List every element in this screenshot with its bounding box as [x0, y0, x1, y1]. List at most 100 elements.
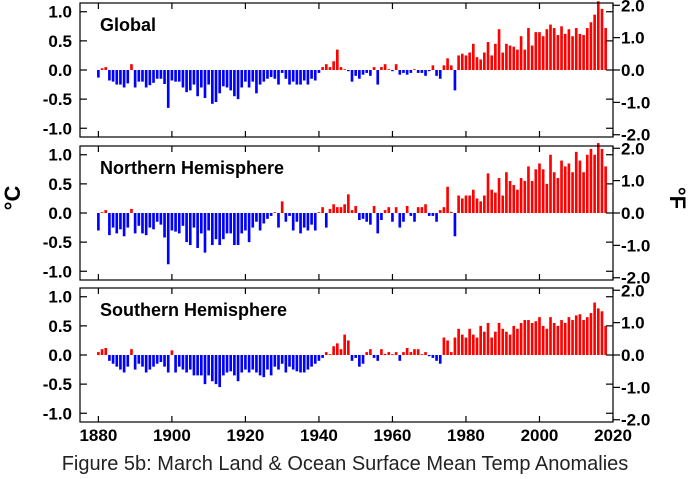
bar-1973	[438, 355, 442, 364]
bar-1979	[460, 53, 464, 70]
bar-1987	[490, 337, 494, 355]
bar-1913	[218, 213, 222, 246]
bar-1890	[133, 213, 137, 234]
bar-1884	[111, 355, 115, 364]
bar-1959	[387, 207, 391, 213]
bar-1883	[108, 213, 111, 236]
bar-1937	[306, 355, 310, 370]
bar-1927	[269, 70, 273, 77]
bar-1933	[291, 213, 295, 231]
bar-1906	[192, 213, 196, 228]
bar-2017	[600, 311, 604, 355]
bar-2000	[538, 163, 541, 213]
bar-1890	[133, 355, 137, 370]
bar-1978	[457, 328, 460, 355]
bar-1960	[391, 70, 394, 72]
bar-1912	[214, 355, 218, 385]
bar-2018	[604, 28, 607, 70]
bar-1971	[431, 355, 435, 358]
bar-2018	[604, 325, 607, 355]
bar-2010	[574, 315, 578, 355]
left-tick-label: 1.0	[48, 146, 72, 165]
bar-1945	[335, 207, 339, 213]
right-tick-label: 0.0	[621, 61, 645, 80]
bar-1993	[512, 325, 516, 355]
bar-1930	[280, 201, 284, 213]
y-axis-label-celsius: °C	[0, 186, 25, 211]
right-tick-label: 2.0	[621, 281, 645, 300]
bar-1947	[343, 204, 346, 213]
bar-1975	[446, 186, 449, 213]
bar-1913	[218, 355, 222, 388]
bar-1930	[280, 70, 284, 73]
bar-1968	[420, 70, 424, 73]
bar-2010	[574, 151, 578, 213]
bar-1927	[269, 355, 273, 376]
bar-1945	[335, 343, 339, 355]
bar-1961	[394, 207, 398, 213]
right-tick-label: 1.0	[621, 314, 645, 333]
bar-1924	[258, 213, 262, 231]
bar-1983	[475, 57, 479, 70]
bar-1888	[126, 355, 130, 367]
bar-1917	[233, 355, 236, 376]
bar-1958	[383, 64, 387, 70]
bar-1893	[144, 355, 148, 373]
bar-1997	[527, 166, 530, 213]
bar-1965	[409, 70, 413, 73]
bar-1951	[358, 213, 361, 220]
bar-1991	[505, 172, 508, 213]
bar-1899	[166, 355, 170, 373]
panel-title: Global	[100, 15, 156, 35]
panel-title: Southern Hemisphere	[100, 300, 287, 320]
bar-1958	[383, 353, 387, 355]
bar-1983	[475, 337, 479, 355]
bar-1911	[211, 355, 214, 382]
bar-1986	[486, 173, 490, 213]
bar-1923	[255, 213, 258, 222]
bar-2017	[600, 8, 604, 70]
panels: 1.0 0.5 0.0 -0.5 -1.0 2.0 1.0 0.0 -1.0 -2.0 Global…	[43, 0, 651, 430]
bar-1942	[324, 352, 328, 355]
bar-1997	[527, 28, 530, 70]
bar-1941	[321, 67, 324, 70]
bar-1962	[398, 355, 402, 361]
bar-1968	[420, 207, 424, 213]
bar-1985	[483, 52, 486, 70]
bar-1987	[490, 189, 494, 213]
bar-1947	[343, 69, 346, 70]
bar-1962	[398, 213, 402, 228]
panel-2: 1.0 0.5 0.0 -0.5 -1.0 2.0 1.0 0.0 -1.0 -2.0 Southe…	[43, 281, 651, 429]
bar-1966	[413, 349, 416, 355]
left-tick-label: 0.0	[48, 346, 72, 365]
bar-1925	[262, 355, 266, 378]
bar-1934	[295, 355, 299, 372]
bar-1910	[207, 213, 210, 231]
bar-1957	[380, 213, 383, 220]
bar-1888	[126, 70, 130, 84]
bar-1952	[361, 355, 365, 364]
bar-1901	[174, 70, 177, 82]
left-tick-label: -0.5	[43, 375, 72, 394]
bar-1948	[347, 70, 350, 72]
bar-1980	[464, 55, 468, 70]
bar-1951	[358, 355, 361, 367]
bar-1920	[244, 355, 247, 370]
bar-1967	[416, 349, 420, 355]
bar-1981	[468, 328, 471, 355]
bar-1992	[508, 334, 512, 355]
bar-1946	[339, 67, 343, 70]
bar-1964	[405, 206, 409, 213]
bar-1897	[159, 70, 163, 79]
left-tick-label: 0.0	[48, 61, 72, 80]
bar-1976	[449, 65, 453, 70]
bar-1884	[111, 70, 115, 82]
bar-1898	[163, 355, 166, 367]
bar-1995	[519, 36, 523, 70]
bar-1894	[148, 70, 152, 86]
bar-1911	[211, 213, 214, 246]
bar-1933	[291, 355, 295, 370]
bar-1916	[229, 70, 233, 91]
x-tick-label-1900: 1900	[153, 426, 191, 445]
bar-1972	[435, 355, 438, 361]
